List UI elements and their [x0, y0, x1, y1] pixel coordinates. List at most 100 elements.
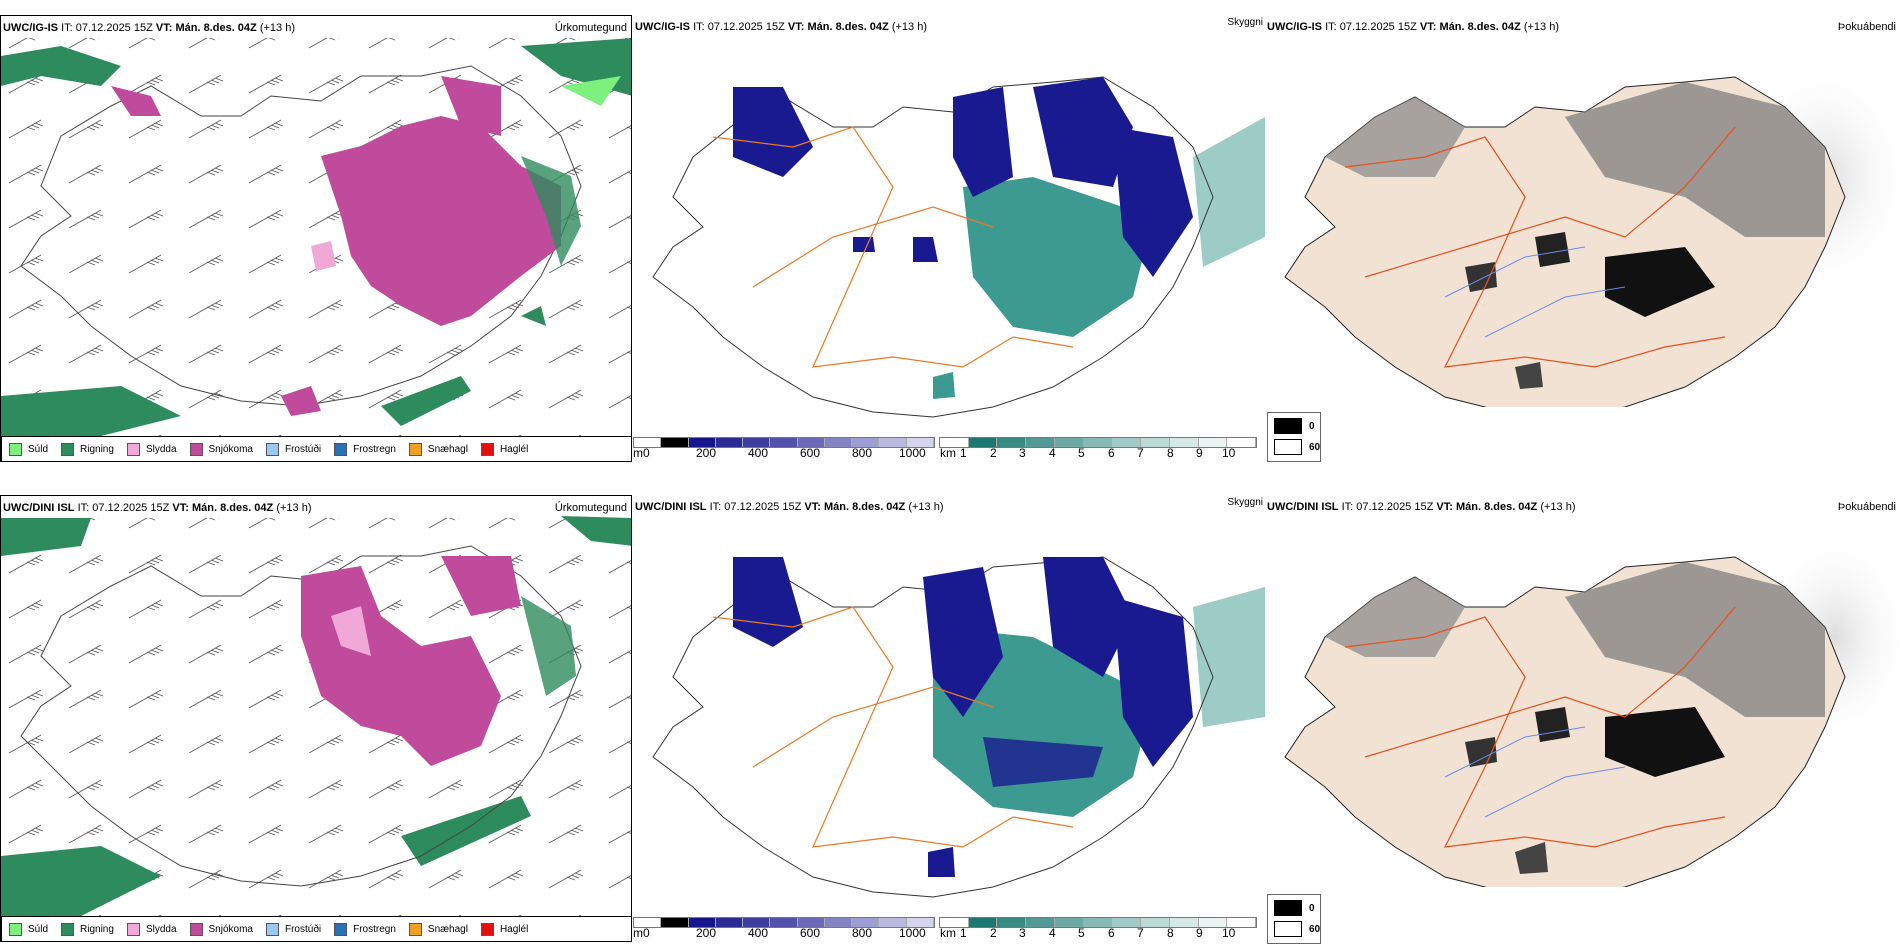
tick-label: 0	[643, 926, 650, 940]
panel-type-label: Úrkomutegund	[554, 22, 627, 34]
tick-label: 600	[800, 446, 821, 460]
cloudbase-colorbar	[633, 917, 935, 928]
panel-title: UWC/IG-IS IT: 07.12.2025 15Z VT: Mán. 8.…	[1267, 21, 1559, 33]
legend-item-snjokoma: Snjókoma	[189, 442, 253, 456]
swatch-icon	[1274, 921, 1302, 937]
visibility-unit: km	[940, 926, 956, 940]
fog-legend-item: 0	[1274, 900, 1315, 916]
legend-item-suld: Súld	[9, 442, 48, 456]
visibility-colorbar	[939, 437, 1257, 448]
cloudbase-visibility-panel-bottom: UWC/DINI ISL IT: 07.12.2025 15Z VT: Mán.…	[633, 495, 1265, 942]
tick-label: 800	[852, 446, 873, 460]
swatch-icon	[1274, 418, 1302, 434]
legend-item-frostudi: Frostúði	[265, 442, 321, 456]
legend-item-rigning: Rigning	[61, 922, 114, 936]
cloudbase-unit: m	[633, 926, 643, 940]
fog-map	[1284, 527, 1900, 887]
tick-label: 6	[1108, 926, 1115, 940]
tick-label: 800	[852, 926, 873, 940]
swatch-icon	[408, 922, 422, 936]
swatch-icon	[126, 922, 140, 936]
visibility-unit: km	[940, 446, 956, 460]
tick-label: 1000	[899, 926, 926, 940]
cloudbase-map	[652, 556, 1265, 898]
cloudbase-map	[652, 76, 1265, 418]
tick-label: 1000	[899, 446, 926, 460]
tick-label: 8	[1167, 926, 1174, 940]
swatch-icon	[1274, 900, 1302, 916]
tick-label: 8	[1167, 446, 1174, 460]
panel-type-label: Skyggni	[1227, 17, 1263, 28]
legend-item-haglel: Haglél	[480, 442, 528, 456]
panel-type-label: Þokuábendi	[1837, 501, 1896, 513]
swatch-icon	[189, 442, 203, 456]
swatch-icon	[61, 922, 75, 936]
precip-legend: Súld Rigning Slydda Snjókoma Frostúði Fr…	[1, 916, 631, 941]
panel-title: UWC/IG-IS IT: 07.12.2025 15Z VT: Mán. 8.…	[635, 21, 927, 33]
tick-label: 10	[1222, 446, 1236, 460]
legend-item-frostregn: Frostregn	[334, 442, 396, 456]
swatch-icon	[334, 442, 348, 456]
tick-label: 3	[1019, 446, 1026, 460]
legend-item-haglel: Haglél	[480, 922, 528, 936]
tick-label: 4	[1049, 926, 1056, 940]
panel-title: UWC/DINI ISL IT: 07.12.2025 15Z VT: Mán.…	[635, 501, 944, 513]
fog-legend: 0 60	[1267, 894, 1321, 944]
tick-label: 4	[1049, 446, 1056, 460]
tick-label: 2	[990, 446, 997, 460]
panel-title: UWC/DINI ISL IT: 07.12.2025 15Z VT: Mán.…	[1267, 501, 1576, 513]
tick-label: 3	[1019, 926, 1026, 940]
legend-item-snjokoma: Snjókoma	[189, 922, 253, 936]
legend-item-slydda: Slydda	[126, 922, 177, 936]
tick-label: 5	[1078, 446, 1085, 460]
panel-title: UWC/DINI ISL IT: 07.12.2025 15Z VT: Mán.…	[3, 502, 312, 514]
tick-label: 7	[1137, 446, 1144, 460]
legend-item-snaehagl: Snæhagl	[408, 442, 468, 456]
tick-label: 200	[696, 446, 717, 460]
fog-legend-item: 60	[1274, 439, 1320, 455]
cloudbase-visibility-panel-top: UWC/IG-IS IT: 07.12.2025 15Z VT: Mán. 8.…	[633, 15, 1265, 462]
tick-label: 1	[960, 446, 967, 460]
tick-label: 5	[1078, 926, 1085, 940]
swatch-icon	[480, 442, 494, 456]
panel-type-label: Úrkomutegund	[554, 502, 627, 514]
fog-legend-item: 0	[1274, 418, 1315, 434]
swatch-icon	[480, 922, 494, 936]
tick-label: 400	[748, 446, 769, 460]
legend-item-snaehagl: Snæhagl	[408, 922, 468, 936]
legend-item-slydda: Slydda	[126, 442, 177, 456]
swatch-icon	[408, 442, 422, 456]
precip-legend: Súld Rigning Slydda Snjókoma Frostúði Fr…	[1, 436, 631, 461]
swatch-icon	[1274, 439, 1302, 455]
legend-item-suld: Súld	[9, 922, 48, 936]
swatch-icon	[334, 922, 348, 936]
precip-type-panel-bottom: UWC/DINI ISL IT: 07.12.2025 15Z VT: Mán.…	[0, 495, 632, 942]
cloudbase-colorbar	[633, 437, 935, 448]
precip-map	[1, 516, 631, 941]
legend-item-frostregn: Frostregn	[334, 922, 396, 936]
fog-index-panel-top: UWC/IG-IS IT: 07.12.2025 15Z VT: Mán. 8.…	[1265, 15, 1900, 410]
swatch-icon	[9, 442, 22, 456]
tick-label: 9	[1196, 926, 1203, 940]
cloudbase-unit: m	[633, 446, 643, 460]
swatch-icon	[9, 922, 22, 936]
tick-label: 200	[696, 926, 717, 940]
swatch-icon	[126, 442, 140, 456]
panel-title: UWC/IG-IS IT: 07.12.2025 15Z VT: Mán. 8.…	[3, 22, 295, 34]
precip-map	[1, 38, 631, 461]
fog-map	[1284, 57, 1900, 407]
swatch-icon	[265, 922, 279, 936]
tick-label: 1	[960, 926, 967, 940]
visibility-colorbar	[939, 917, 1257, 928]
panel-type-label: Þokuábendi	[1837, 21, 1896, 33]
legend-item-frostudi: Frostúði	[265, 922, 321, 936]
precip-type-panel-top: UWC/IG-IS IT: 07.12.2025 15Z VT: Mán. 8.…	[0, 15, 632, 462]
tick-label: 9	[1196, 446, 1203, 460]
swatch-icon	[265, 442, 279, 456]
panel-type-label: Skyggni	[1227, 497, 1263, 508]
tick-label: 0	[643, 446, 650, 460]
fog-index-panel-bottom: UWC/DINI ISL IT: 07.12.2025 15Z VT: Mán.…	[1265, 495, 1900, 890]
tick-label: 6	[1108, 446, 1115, 460]
tick-label: 10	[1222, 926, 1236, 940]
swatch-icon	[189, 922, 203, 936]
